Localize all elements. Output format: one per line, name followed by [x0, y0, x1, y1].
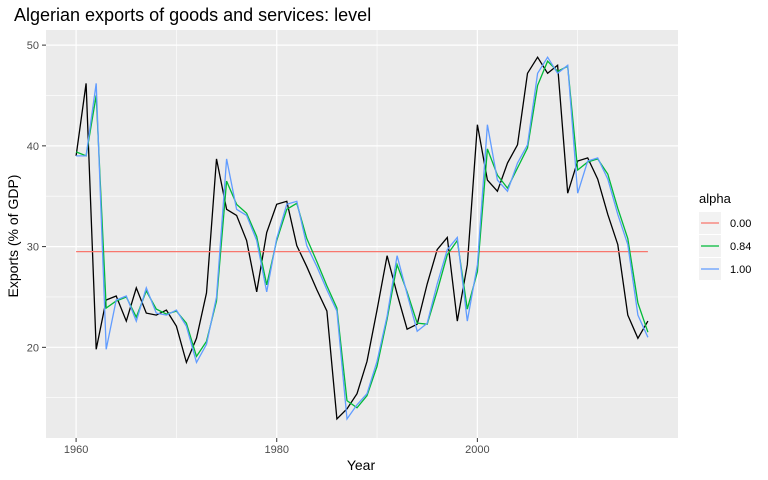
x-tick-label: 2000 [465, 444, 489, 456]
y-tick-label: 20 [27, 342, 39, 354]
legend-label: 0.84 [730, 241, 751, 253]
y-tick-label: 30 [27, 242, 39, 254]
x-axis-title: Year [347, 457, 376, 473]
panel-background [46, 30, 678, 438]
y-tick-label: 40 [27, 141, 39, 153]
chart-title: Algerian exports of goods and services: … [14, 5, 371, 25]
axis-ticks: 1960 1980 2000 20 30 40 50 [27, 40, 490, 456]
legend-label: 1.00 [730, 264, 751, 276]
legend: alpha 0.00 0.84 1.00 [699, 191, 751, 280]
y-axis-title: Exports (% of GDP) [5, 175, 21, 298]
legend-label: 0.00 [730, 218, 751, 230]
series-lines [75, 55, 649, 421]
y-tick-label: 50 [27, 40, 39, 52]
legend-title: alpha [699, 191, 732, 206]
x-tick-label: 1960 [64, 444, 88, 456]
x-tick-label: 1980 [264, 444, 288, 456]
plot-panel [46, 30, 678, 438]
series-line-alpha-1.00 [76, 55, 649, 421]
observed-series-line [75, 55, 649, 421]
